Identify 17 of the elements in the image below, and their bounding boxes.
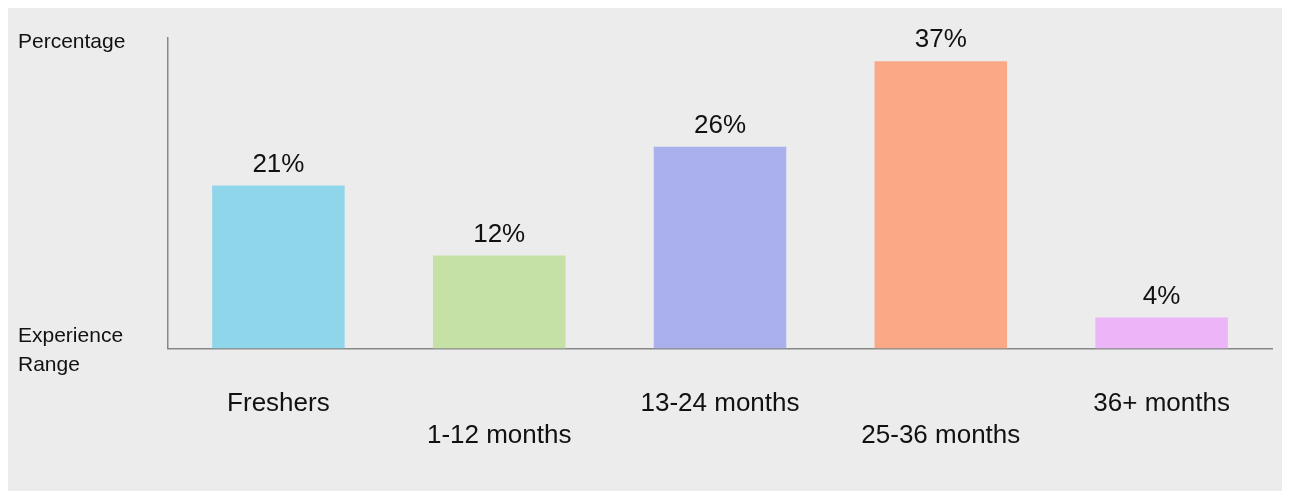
data-label: 37% — [914, 23, 967, 54]
x-tick-label: 36+ months — [1093, 387, 1230, 418]
x-tick-label: 1-12 months — [426, 418, 572, 449]
x-axis-title: Experience Range — [18, 322, 124, 375]
y-axis-title: Percentage — [18, 29, 126, 53]
x-tick-label: 25-36 months — [861, 418, 1021, 449]
bar — [212, 185, 345, 349]
data-label: 26% — [693, 108, 747, 139]
bar — [1095, 317, 1228, 349]
x-tick-label: Freshers — [227, 387, 330, 418]
bar — [432, 255, 566, 349]
data-label: 12% — [473, 217, 526, 248]
bar — [874, 61, 1008, 349]
data-label: 4% — [1142, 279, 1181, 310]
data-label: 21% — [252, 147, 305, 178]
bar — [653, 146, 787, 349]
x-tick-label: 13-24 months — [640, 387, 800, 418]
